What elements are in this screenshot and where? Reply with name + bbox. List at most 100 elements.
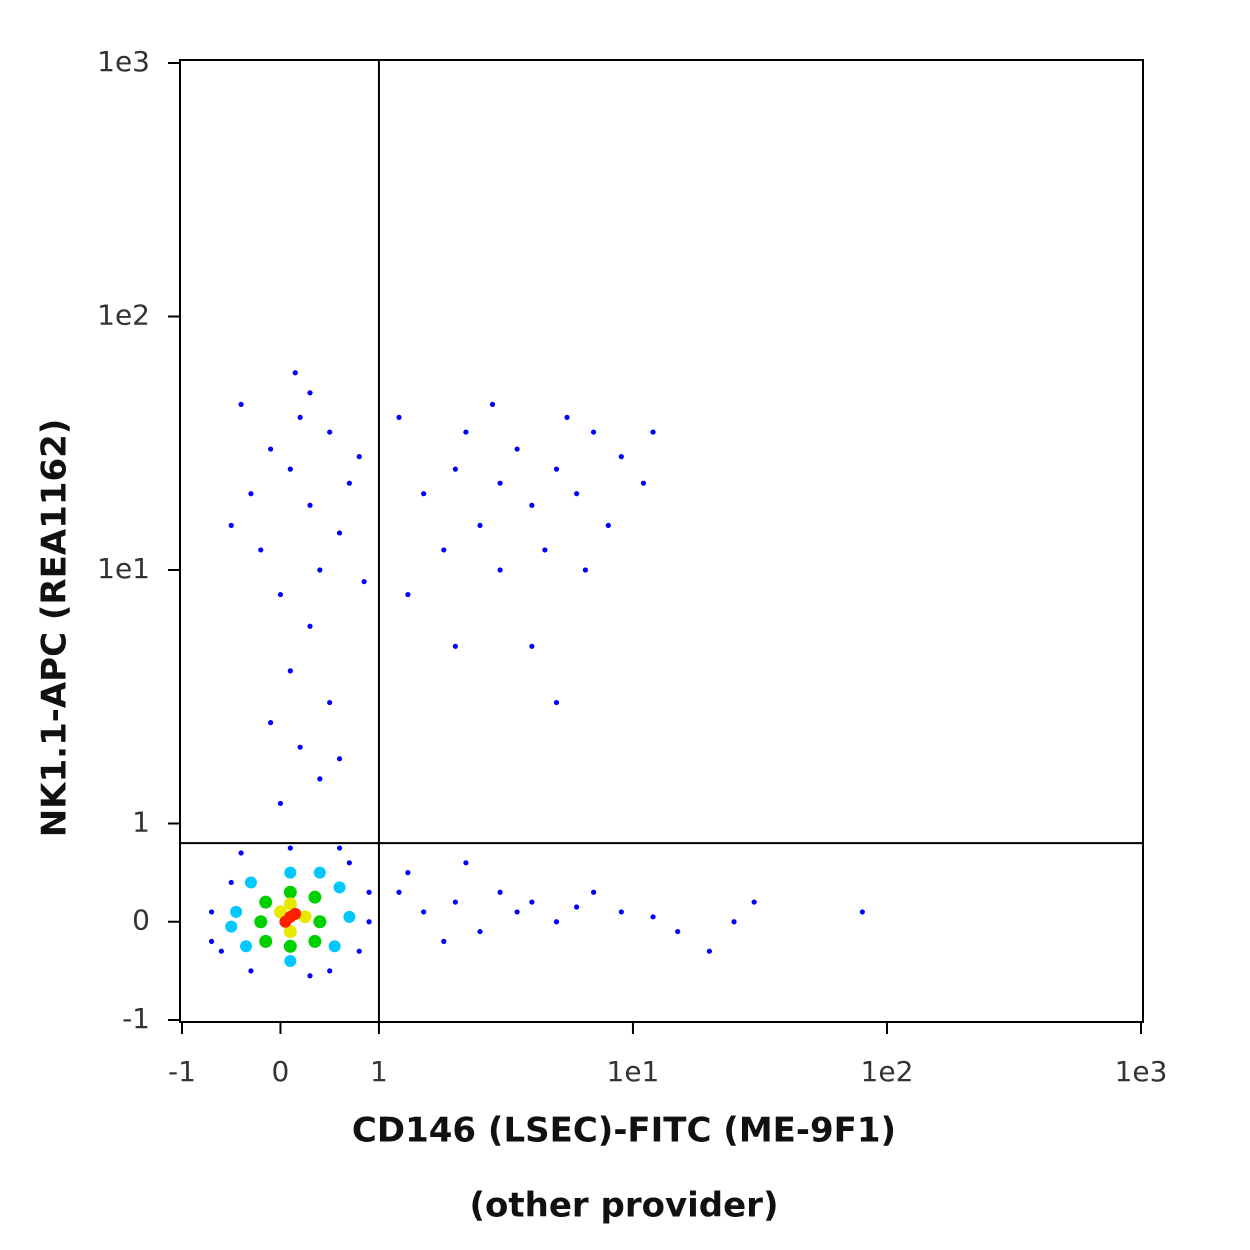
event-dot: [307, 502, 313, 508]
event-dot: [277, 800, 284, 807]
event-dot: [605, 522, 611, 528]
event-dot: [289, 907, 302, 920]
event-dot: [228, 879, 234, 886]
plot-frame: [179, 59, 1144, 1023]
event-dot: [650, 914, 656, 920]
event-dot: [268, 720, 274, 726]
event-dot: [650, 429, 656, 435]
event-dot: [297, 744, 303, 750]
event-dot: [283, 939, 297, 953]
event-dot: [208, 938, 215, 944]
x-tick-label: -1: [168, 1055, 196, 1088]
event-dot: [421, 491, 427, 497]
event-dot: [259, 934, 273, 948]
event-dot: [640, 480, 647, 486]
event-dot: [421, 909, 427, 915]
event-dot: [239, 940, 252, 953]
x-tick-label: 1e3: [1115, 1055, 1168, 1088]
event-dot: [405, 591, 411, 598]
event-dot: [287, 668, 293, 674]
event-dot: [514, 909, 520, 915]
event-dot: [317, 567, 323, 573]
event-dot: [452, 899, 458, 905]
event-dot: [529, 899, 535, 905]
event-dot: [279, 915, 292, 928]
event-dot: [564, 414, 570, 420]
event-dot: [477, 522, 483, 528]
event-dot: [706, 948, 713, 954]
event-dot: [396, 414, 402, 420]
event-dot: [361, 578, 367, 585]
event-dot: [463, 860, 469, 866]
event-dot: [346, 480, 352, 486]
event-dot: [327, 429, 333, 435]
event-dot: [277, 591, 284, 598]
y-tick-label: 1e3: [97, 45, 150, 78]
event-dot: [248, 968, 254, 974]
event-dot: [284, 955, 297, 968]
event-dot: [497, 480, 503, 486]
event-dot: [573, 904, 580, 910]
y-tick-label: 1e1: [97, 552, 150, 585]
event-dot: [336, 845, 343, 851]
x-axis-title: CD146 (LSEC)-FITC (ME-9F1): [352, 1111, 896, 1151]
event-dot: [731, 919, 737, 925]
event-dot: [298, 910, 312, 924]
event-dot: [618, 454, 624, 460]
event-dot: [452, 466, 458, 472]
event-dot: [396, 889, 402, 895]
event-dot: [284, 866, 297, 879]
event-dot: [225, 920, 238, 933]
event-dot: [268, 446, 274, 452]
y-tick-label: 1e2: [97, 298, 150, 331]
event-dot: [405, 870, 411, 876]
event-dot: [292, 370, 298, 376]
event-dot: [244, 876, 257, 889]
event-dot: [336, 756, 343, 762]
event-dot: [273, 905, 287, 919]
event-dot: [582, 567, 589, 573]
event-dot: [208, 909, 215, 915]
x-tick-label: 1e1: [607, 1055, 660, 1088]
event-dot: [514, 446, 520, 452]
x-tick-label: 1: [370, 1055, 388, 1088]
event-dot: [238, 850, 244, 856]
event-dot: [307, 390, 313, 396]
event-dot: [366, 889, 372, 895]
y-tick-label: 0: [132, 904, 150, 937]
event-dot: [283, 885, 297, 899]
event-dot: [287, 845, 293, 851]
event-dot: [333, 881, 346, 894]
y-tick-label: 1: [132, 805, 150, 838]
event-dot: [366, 919, 372, 925]
event-dot: [529, 643, 535, 649]
points: [208, 370, 865, 979]
event-dot: [497, 567, 503, 573]
event-dot: [441, 938, 447, 944]
event-dot: [327, 968, 333, 974]
event-dot: [218, 948, 224, 954]
event-dot: [477, 928, 483, 935]
event-dot: [553, 699, 560, 706]
event-dot: [859, 909, 865, 915]
event-dot: [553, 919, 560, 925]
x-tick-label: 0: [272, 1055, 290, 1088]
event-dot: [573, 491, 580, 497]
event-dot: [308, 934, 322, 948]
event-dot: [254, 915, 268, 929]
event-dot: [248, 491, 254, 497]
event-dot: [497, 889, 503, 895]
event-dot: [230, 905, 243, 918]
event-dot: [308, 890, 322, 904]
event-dot: [307, 623, 313, 629]
x-axis-note: (other provider): [469, 1186, 778, 1226]
event-dot: [259, 895, 273, 909]
event-dot: [463, 429, 469, 435]
event-dot: [228, 522, 234, 528]
event-dot: [283, 897, 297, 911]
event-dot: [297, 414, 303, 420]
event-dot: [346, 860, 352, 866]
event-dot: [317, 776, 323, 782]
event-dot: [238, 401, 244, 408]
